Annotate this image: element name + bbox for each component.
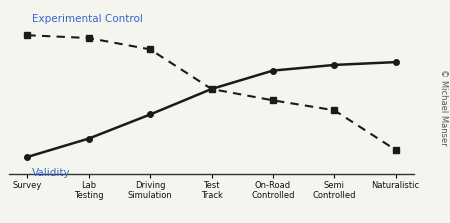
Text: Validity: Validity xyxy=(32,168,71,178)
Text: Experimental Control: Experimental Control xyxy=(32,14,143,24)
Text: © Michael Manser: © Michael Manser xyxy=(439,69,448,145)
